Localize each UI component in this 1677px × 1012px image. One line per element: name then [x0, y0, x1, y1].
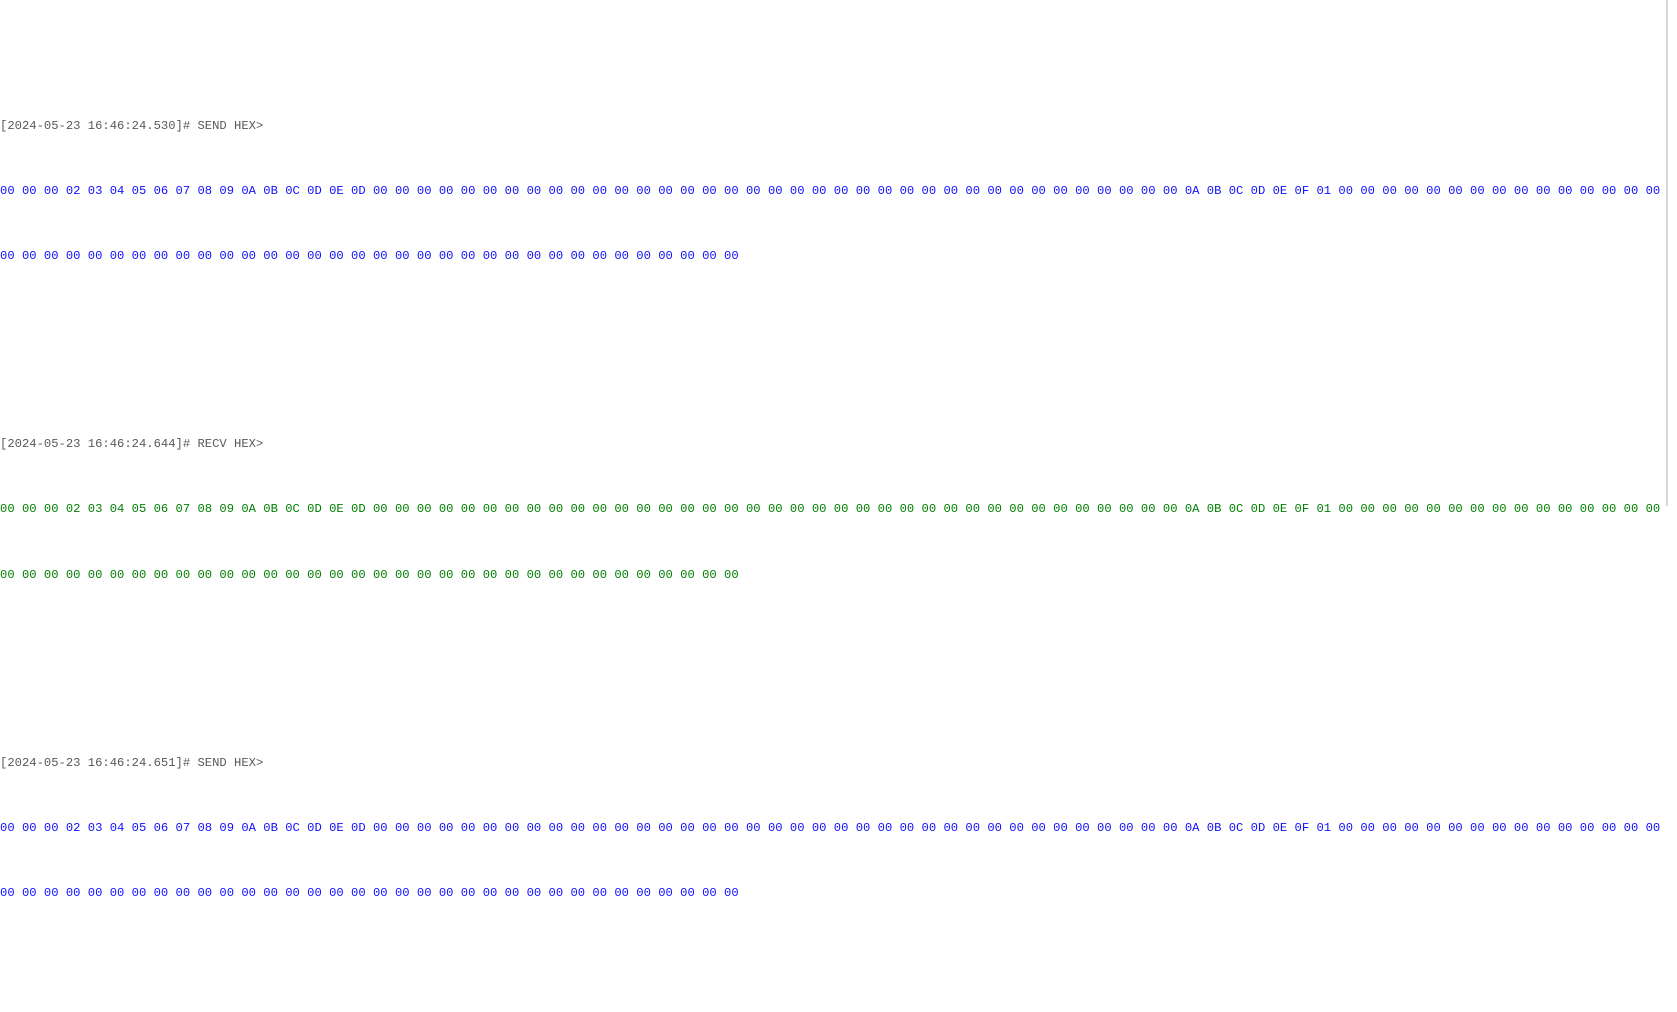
hex-data-line: 00 00 00 02 03 04 05 06 07 08 09 0A 0B 0… — [0, 821, 1661, 836]
hex-data-line: 00 00 00 02 03 04 05 06 07 08 09 0A 0B 0… — [0, 502, 1661, 517]
hex-data-line: 00 00 00 00 00 00 00 00 00 00 00 00 00 0… — [0, 248, 739, 263]
timestamp-line: [2024-05-23 16:46:24.530]# SEND HEX> — [0, 118, 264, 133]
hex-data-line: 00 00 00 00 00 00 00 00 00 00 00 00 00 0… — [0, 567, 739, 582]
log-entry-send: [2024-05-23 16:46:24.530]# SEND HEX> 00 … — [0, 72, 1662, 311]
hex-data-line: 00 00 00 02 03 04 05 06 07 08 09 0A 0B 0… — [0, 183, 1661, 198]
panel-right-border — [1666, 0, 1668, 506]
hex-data-line: 00 00 00 00 00 00 00 00 00 00 00 00 00 0… — [0, 886, 739, 901]
timestamp-line: [2024-05-23 16:46:24.644]# RECV HEX> — [0, 437, 264, 452]
serial-terminal-log: [2024-05-23 16:46:24.530]# SEND HEX> 00 … — [0, 7, 1662, 1012]
log-entry-send: [2024-05-23 16:46:24.651]# SEND HEX> 00 … — [0, 710, 1662, 949]
log-entry-recv: [2024-05-23 16:46:24.644]# RECV HEX> 00 … — [0, 391, 1662, 630]
timestamp-line: [2024-05-23 16:46:24.651]# SEND HEX> — [0, 756, 264, 771]
